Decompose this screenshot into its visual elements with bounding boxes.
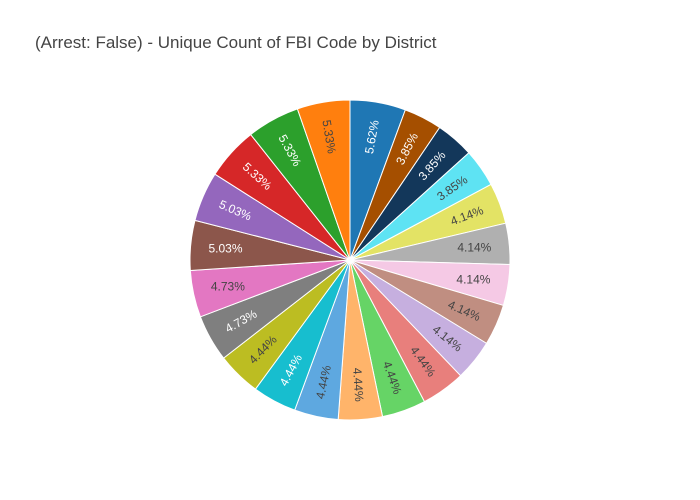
slice-label: 4.14% [456, 273, 490, 287]
slice-label: 5.03% [209, 241, 243, 255]
pie-slices [189, 99, 511, 421]
slice-label: 5.33% [319, 119, 339, 155]
slice-label: 4.73% [211, 280, 245, 294]
slice-label: 5.62% [362, 119, 382, 155]
pie-slice[interactable] [296, 99, 351, 261]
slice-label: 4.14% [457, 240, 491, 254]
slice-label: 4.44% [350, 367, 366, 402]
chart-title: (Arrest: False) - Unique Count of FBI Co… [35, 33, 437, 52]
